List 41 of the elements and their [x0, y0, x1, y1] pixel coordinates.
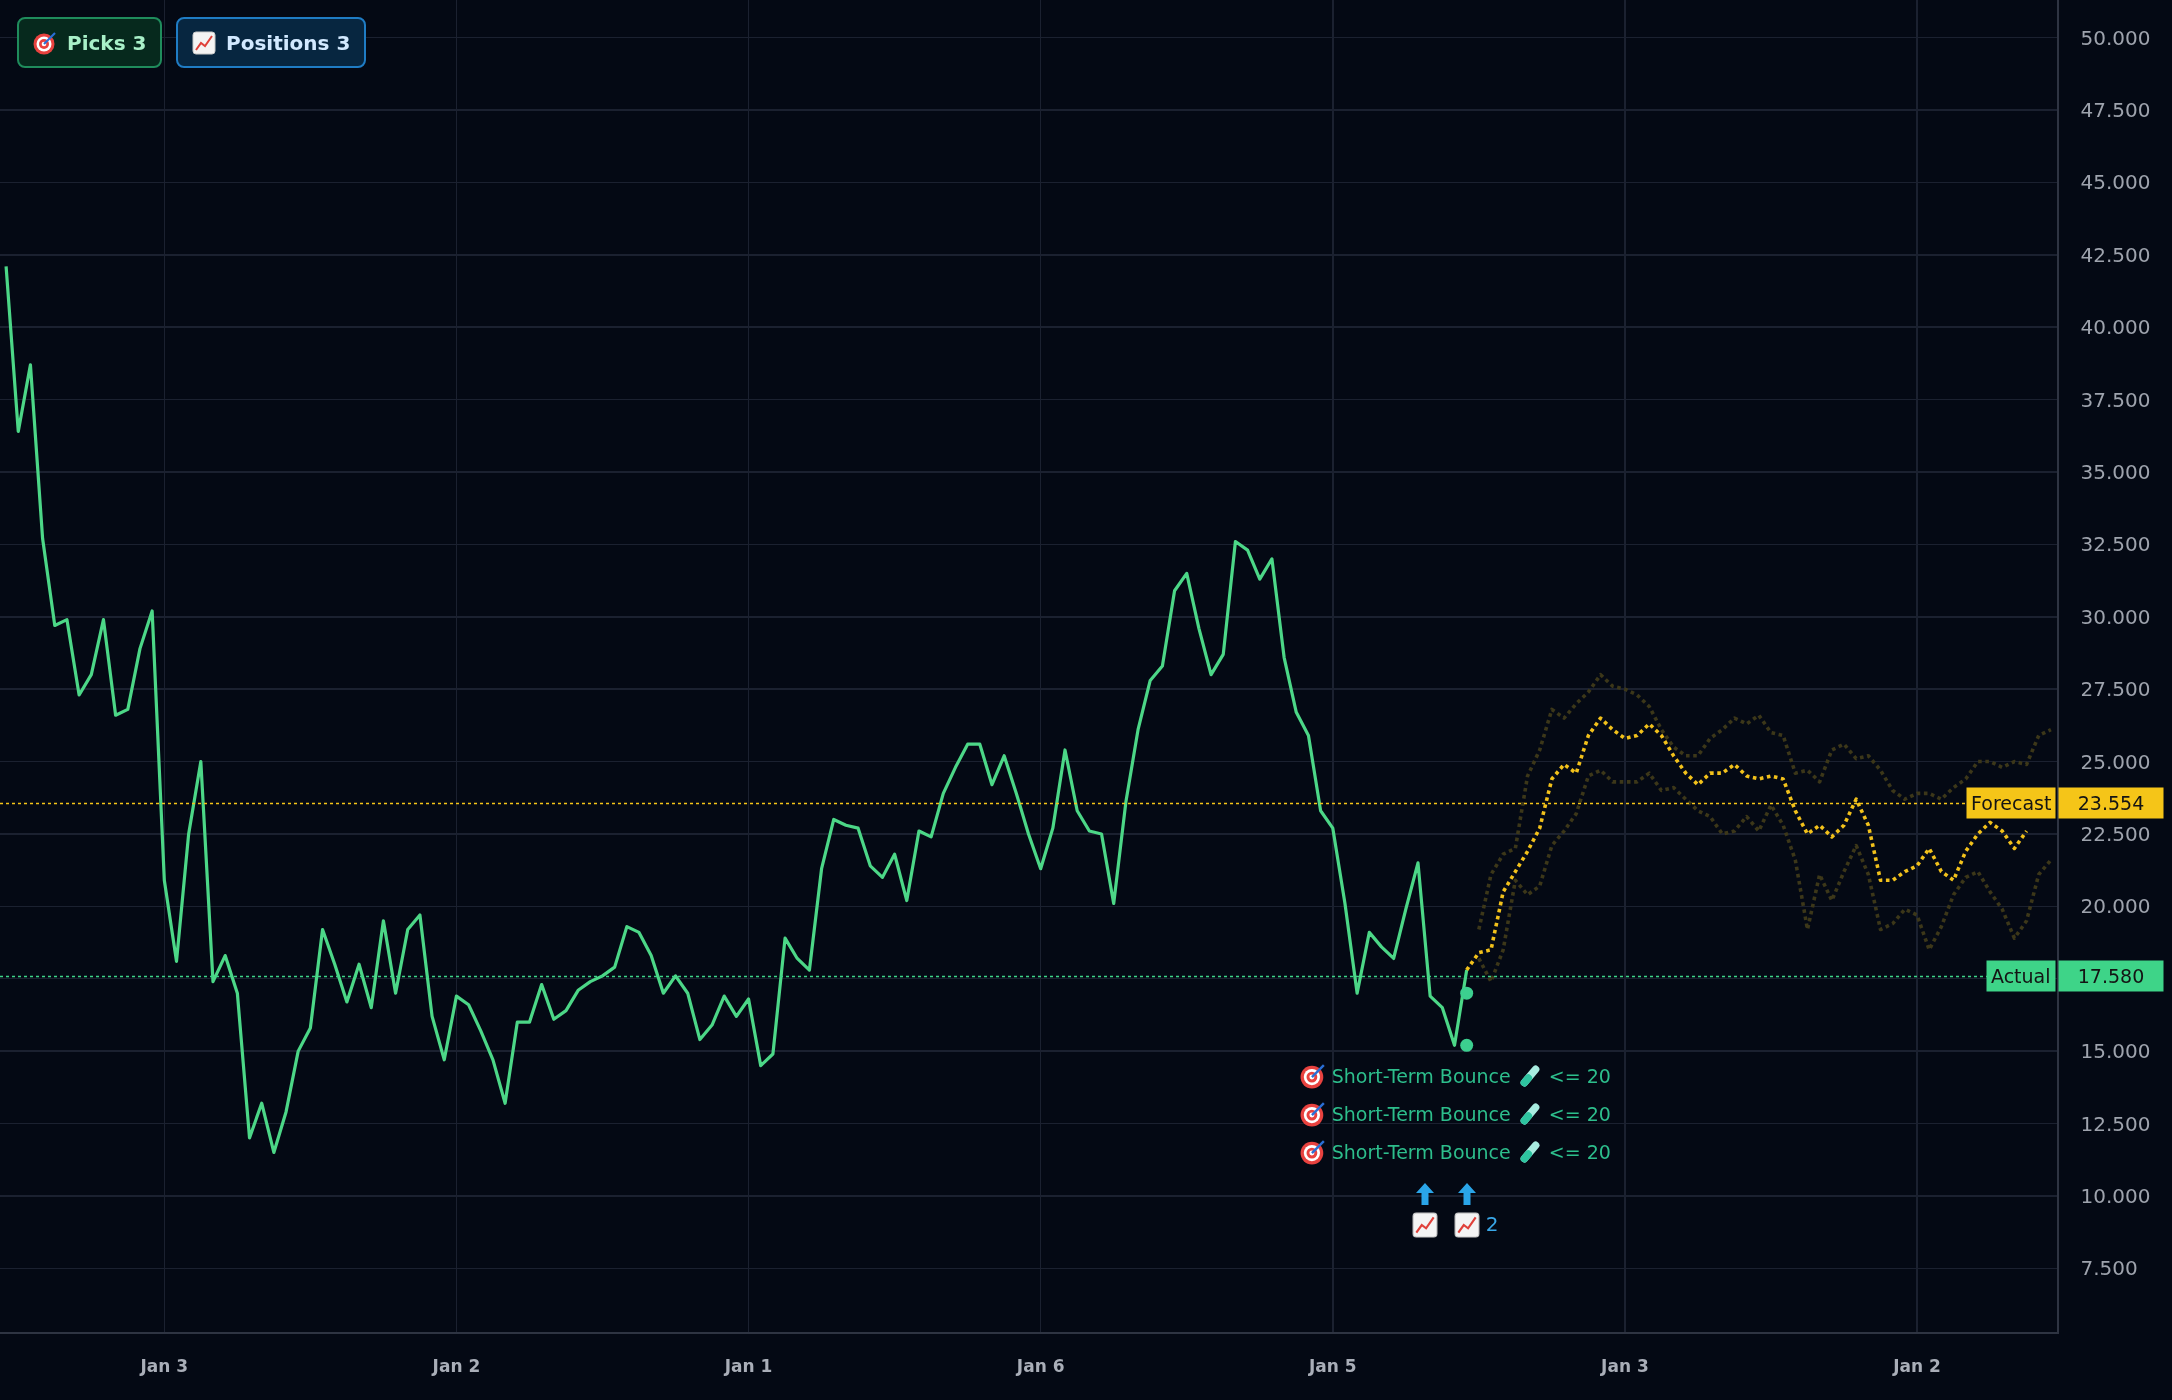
annotation: Positions 3	[226, 30, 351, 55]
annotation: <= 20	[1548, 1103, 1611, 1125]
y-tick-label: 50.000	[2080, 25, 2151, 50]
y-tick-label: 12.500	[2080, 1111, 2151, 1136]
annotation: Short-Term Bounce	[1331, 1141, 1511, 1163]
y-tick-label: 32.500	[2080, 532, 2151, 557]
x-tick-label: Jan 3	[1600, 1355, 1649, 1376]
ref-line-label: Actual	[1991, 965, 2051, 987]
annotation: Short-Term Bounce	[1331, 1103, 1511, 1125]
y-tick-label: 22.500	[2080, 821, 2151, 846]
annotation: <= 20	[1548, 1065, 1611, 1087]
annotation: <= 20	[1548, 1141, 1611, 1163]
y-tick-label: 25.000	[2080, 749, 2151, 774]
y-tick-label: 10.000	[2080, 1183, 2151, 1208]
x-tick-label: Jan 2	[431, 1355, 481, 1376]
annotation: Short-Term Bounce	[1331, 1065, 1511, 1087]
y-tick-label: 47.500	[2080, 98, 2151, 123]
y-tick-label: 27.500	[2080, 677, 2151, 702]
y-tick-label: 15.000	[2080, 1039, 2151, 1064]
annotation: 2	[1485, 1212, 1499, 1236]
y-tick-label: 35.000	[2080, 459, 2151, 484]
x-tick-label: Jan 3	[139, 1355, 189, 1376]
text: 17.580	[2077, 965, 2145, 987]
x-tick-label: Jan 5	[1307, 1355, 1357, 1376]
y-tick-label: 20.000	[2080, 894, 2151, 919]
line-series	[1477, 672, 2053, 932]
y-tick-label: 45.000	[2080, 170, 2151, 195]
annotation: Picks 3	[67, 30, 147, 55]
y-tick-label: 42.500	[2080, 242, 2151, 267]
y-tick-label: 7.500	[2080, 1256, 2138, 1281]
x-tick-label: Jan 1	[723, 1355, 773, 1376]
y-tick-label: 37.500	[2080, 387, 2151, 412]
y-tick-label: 30.000	[2080, 604, 2151, 629]
line-series	[1477, 768, 2053, 984]
y-tick-label: 40.000	[2080, 315, 2151, 340]
pill-button: Picks 3	[17, 17, 163, 68]
ref-line-label: Forecast	[1971, 792, 2052, 814]
text: 23.554	[2077, 792, 2145, 814]
pill-button: Positions 3	[176, 17, 367, 68]
x-tick-label: Jan 6	[1015, 1355, 1065, 1376]
x-tick-label: Jan 2	[1892, 1355, 1941, 1376]
